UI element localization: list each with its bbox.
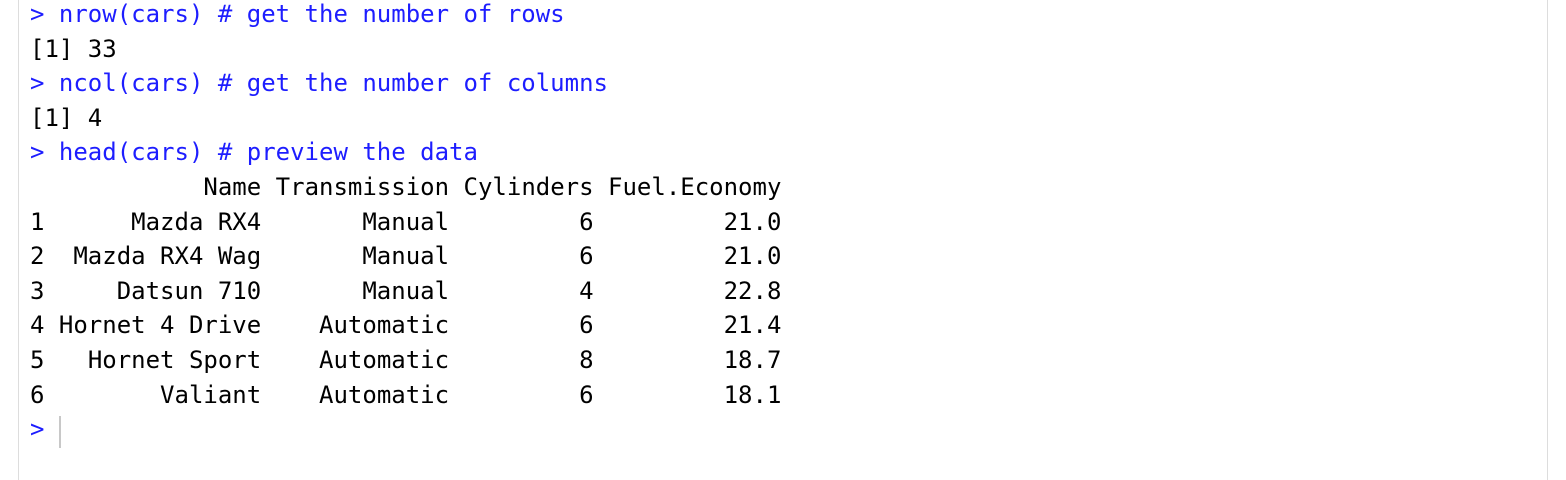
column-header: Name — [203, 173, 262, 201]
table-row: 5 Hornet Sport Automatic 8 18.7 — [30, 343, 830, 378]
command-line: > head(cars) # preview the data — [30, 135, 478, 170]
table-cell: 6 — [579, 242, 594, 271]
table-cell: Manual — [362, 276, 450, 305]
prompt: > — [30, 415, 45, 444]
row-index: 1 — [30, 207, 45, 236]
table-cell: Hornet Sport — [87, 346, 262, 374]
table-cell: 6 — [579, 311, 594, 340]
command-line: > nrow(cars) # get the number of rows — [30, 0, 565, 32]
prompt: > — [30, 138, 45, 167]
table-row: 2 Mazda RX4 Wag Manual 6 21.0 — [30, 239, 830, 274]
prompt-line: > — [30, 412, 44, 447]
table-row: 3 Datsun 710 Manual 4 22.8 — [30, 274, 830, 309]
table-cell: Automatic — [319, 346, 450, 374]
table-cell: 18.1 — [723, 380, 782, 409]
command: nrow(cars) # get the number of rows — [58, 0, 565, 28]
cursor — [59, 416, 61, 448]
command: ncol(cars) # get the number of columns — [58, 69, 608, 98]
table-cell: Mazda RX4 Wag — [73, 242, 262, 271]
prompt: > — [30, 69, 45, 98]
column-header: Cylinders — [463, 173, 594, 201]
console-frame — [18, 0, 1548, 480]
output: [1] 4 — [30, 103, 103, 132]
table-cell: 21.0 — [723, 207, 782, 236]
table-cell: 18.7 — [723, 346, 782, 374]
table-cell: 8 — [579, 346, 594, 374]
output-line: [1] 33 — [30, 32, 117, 67]
column-header: Transmission — [275, 173, 450, 201]
command-line: > ncol(cars) # get the number of columns — [30, 66, 608, 101]
output: [1] 33 — [30, 34, 117, 63]
table-cell: 21.4 — [723, 311, 782, 340]
row-index: 3 — [30, 276, 45, 305]
row-index: 2 — [30, 242, 45, 271]
table-cell: 22.8 — [723, 276, 782, 305]
table-row: 1 Mazda RX4 Manual 6 21.0 — [30, 205, 830, 240]
prompt: > — [30, 0, 45, 28]
table-cell: Mazda RX4 — [131, 207, 262, 236]
table-cell: 4 — [579, 276, 594, 305]
table-row: 6 Valiant Automatic 6 18.1 — [30, 378, 830, 413]
table-cell: 6 — [579, 380, 594, 409]
table-cell: Automatic — [319, 311, 450, 340]
table-cell: Hornet 4 Drive — [58, 311, 262, 340]
row-index: 5 — [30, 346, 45, 374]
output-line: [1] 4 — [30, 101, 102, 136]
command: head(cars) # preview the data — [58, 138, 478, 167]
row-index: 4 — [30, 311, 45, 340]
table-cell: Valiant — [160, 380, 262, 409]
table-cell: Automatic — [319, 380, 450, 409]
table-header: Name Transmission Cylinders Fuel.Economy — [30, 170, 830, 205]
table-row: 4 Hornet 4 Drive Automatic 6 21.4 — [30, 308, 830, 343]
table-cell: 21.0 — [723, 242, 782, 271]
row-index: 6 — [30, 380, 45, 409]
table-cell: Manual — [362, 207, 450, 236]
column-header: Fuel.Economy — [608, 173, 782, 201]
table-cell: 6 — [579, 207, 594, 236]
table-cell: Manual — [362, 242, 450, 271]
table-cell: Datsun 710 — [116, 276, 262, 305]
